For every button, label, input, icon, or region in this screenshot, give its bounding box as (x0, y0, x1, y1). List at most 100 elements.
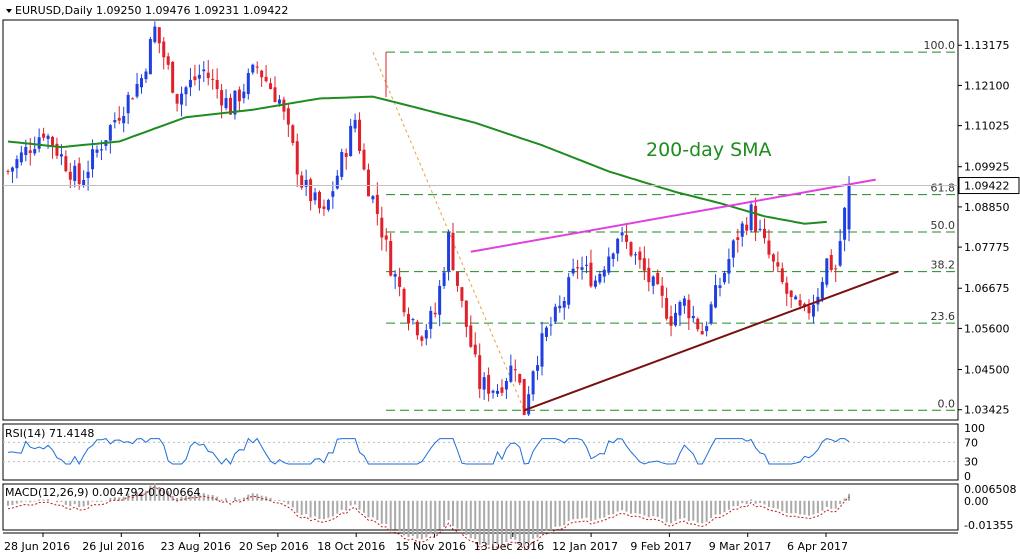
candle-body (273, 87, 277, 103)
candle-body (86, 171, 90, 178)
candle-body (727, 259, 731, 274)
x-tick-label: 13 Dec 2016 (474, 540, 544, 553)
candle-body (598, 273, 602, 283)
candle-body (420, 336, 424, 341)
candle-body (438, 285, 442, 315)
candle-body (540, 333, 544, 367)
candle-body (625, 234, 629, 242)
candle-body (847, 185, 851, 230)
candle-body (696, 318, 700, 330)
candle-body (188, 79, 192, 88)
candle-body (714, 285, 718, 308)
candle-body (433, 312, 437, 315)
y-tick-label: 1.12100 (964, 79, 1010, 92)
candle-body (807, 306, 811, 314)
candle-body (220, 90, 224, 106)
candle-body (282, 99, 286, 112)
dropdown-arrow-icon[interactable] (6, 9, 12, 13)
candle-body (108, 125, 112, 141)
candle-body (55, 143, 59, 156)
candle-body (607, 256, 611, 273)
candle-body (411, 319, 415, 321)
candle-body (99, 149, 103, 151)
y-tick-label: 1.06675 (964, 282, 1010, 295)
candle-body (59, 154, 63, 157)
candle-body (464, 300, 468, 327)
candle-body (389, 241, 393, 276)
candle-body (536, 365, 540, 371)
chart-title: EURUSD,Daily 1.09250 1.09476 1.09231 1.0… (15, 4, 288, 17)
candle-body (504, 380, 508, 390)
candle-body (95, 149, 99, 153)
candle-body (731, 240, 735, 258)
candle-body (531, 371, 535, 395)
fib-level-label: 0.0 (938, 397, 956, 410)
candle-body (674, 312, 677, 326)
candle-body (380, 217, 384, 238)
candle-body (215, 79, 219, 90)
candle-body (237, 89, 241, 102)
candle-body (197, 74, 201, 79)
candle-body (344, 153, 348, 157)
candle-body (6, 170, 10, 172)
candle-body (785, 282, 789, 294)
candle-body (593, 280, 597, 287)
candle-body (157, 27, 161, 44)
candle-body (705, 326, 709, 332)
panel-frame-1 (2, 19, 959, 421)
x-tick-label: 20 Sep 2016 (239, 540, 309, 553)
candle-body (73, 165, 77, 181)
y-tick-label: 1.03425 (964, 404, 1010, 417)
candle-body (709, 304, 713, 324)
candle-body (509, 365, 513, 382)
candle-body (740, 223, 744, 237)
candle-body (576, 267, 580, 269)
candle-body (353, 119, 357, 129)
candle-body (771, 254, 775, 262)
current-price-label: 1.09422 (964, 180, 1010, 193)
x-tick-label: 9 Feb 2017 (630, 540, 691, 553)
macd-tick-label: -0.01355 (964, 519, 1013, 532)
candle-body (15, 159, 19, 169)
candle-body (758, 228, 762, 231)
candle-body (162, 41, 166, 58)
candle-body (469, 325, 473, 347)
y-tick-label: 1.07775 (964, 241, 1010, 254)
rsi-tick-label: 0 (964, 470, 971, 483)
candle-body (638, 251, 642, 261)
candle-body (473, 344, 477, 355)
candle-body (665, 297, 669, 319)
candle-body (678, 302, 682, 316)
candle-body (558, 305, 562, 309)
candle-body (122, 116, 126, 124)
candle-body (429, 310, 433, 329)
candle-body (291, 125, 295, 143)
candle-body (153, 26, 157, 43)
x-tick-label: 6 Apr 2017 (787, 540, 848, 553)
candle-body (131, 98, 135, 100)
candle-body (322, 206, 326, 209)
candle-body (442, 272, 446, 286)
candle-body (211, 78, 215, 80)
candle-body (487, 374, 491, 394)
candle-body (242, 91, 246, 99)
candle-body (513, 369, 517, 371)
candle-body (326, 199, 330, 210)
candle-body (402, 288, 406, 313)
candle-body (335, 175, 339, 189)
y-tick-label: 1.05600 (964, 322, 1010, 335)
candle-body (37, 137, 41, 149)
candle-body (500, 387, 504, 393)
candle-body (718, 285, 722, 288)
candle-body (749, 204, 753, 231)
candle-body (642, 258, 646, 271)
candle-body (647, 267, 651, 283)
current-price-box (958, 177, 1020, 195)
candle-body (255, 66, 259, 68)
candle-body (206, 72, 210, 79)
candle-body (754, 205, 758, 232)
candle-body (585, 264, 588, 266)
candle-body (562, 301, 566, 308)
rsi-label: RSI(14) 71.4148 (5, 427, 94, 440)
